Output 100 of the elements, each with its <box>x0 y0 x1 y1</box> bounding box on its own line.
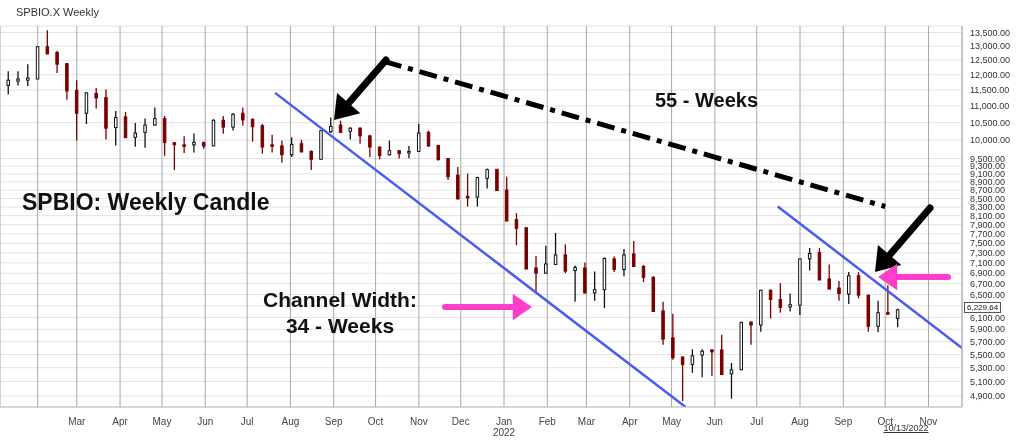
x-tick-label: Sep <box>834 416 853 427</box>
candlestick <box>553 232 558 266</box>
candlestick <box>573 264 577 303</box>
x-tick-label: Mar <box>577 416 596 427</box>
candlestick <box>886 284 890 316</box>
candlestick <box>55 50 59 74</box>
candlestick <box>729 362 734 400</box>
annotation: 55 - Weeks <box>655 88 759 113</box>
x-tick-label: May <box>662 416 682 427</box>
annotation: Channel Width: 34 - Weeks <box>262 287 418 340</box>
y-tick-label: 11,500.00 <box>970 85 1010 96</box>
annotation: SPBIO: Weekly Candle <box>22 188 270 217</box>
candlestick <box>6 70 10 96</box>
x-tick-label: Apr <box>112 416 129 427</box>
candlestick <box>622 248 626 277</box>
candlestick <box>514 212 519 246</box>
x-tick-label: Mar <box>68 416 87 427</box>
candlestick <box>260 123 265 155</box>
y-tick-label: 8,300.00 <box>970 202 1006 213</box>
x-tick-label: Jul <box>750 416 764 427</box>
x-tick-label: Nov <box>409 416 428 427</box>
candlestick <box>270 134 274 154</box>
y-tick-label: 4,900.00 <box>970 391 1006 402</box>
candlestick <box>495 168 499 192</box>
candlestick <box>788 292 792 313</box>
text: 6,229.64 <box>964 301 1002 313</box>
y-tick-label: 8,100.00 <box>970 210 1006 221</box>
candlestick <box>710 348 714 377</box>
x-tick-label: May <box>152 416 172 427</box>
x-tick-label: Aug <box>281 416 300 427</box>
candlestick <box>416 123 421 153</box>
candlestick <box>837 280 841 302</box>
y-tick-label: 6,100.00 <box>970 312 1006 323</box>
y-tick-label: 8,900.00 <box>970 177 1006 188</box>
candlestick <box>16 70 20 87</box>
y-tick-label: 9,100.00 <box>970 169 1006 180</box>
candlestick <box>153 106 157 127</box>
candlestick <box>74 79 79 142</box>
x-tick-label: Jul <box>240 416 254 427</box>
y-tick-label: 6,700.00 <box>970 278 1006 289</box>
x-tick-label: Sep <box>324 416 344 427</box>
candlestick <box>241 106 245 127</box>
y-tick-label: 10,000.00 <box>970 135 1011 146</box>
candlestick <box>631 240 636 268</box>
y-tick-label: 7,300.00 <box>970 248 1006 259</box>
y-tick-label: 5,500.00 <box>970 349 1006 360</box>
x-tick-label: Jan 2022 <box>492 416 516 438</box>
candlestick <box>807 247 812 272</box>
candlestick <box>133 122 138 148</box>
x-tick-label: Apr <box>621 416 639 427</box>
candlestick <box>94 87 98 110</box>
chart-title: SPBIO.X Weekly <box>16 6 99 18</box>
y-tick-label: 7,900.00 <box>970 219 1006 230</box>
y-tick-label: 6,500.00 <box>970 289 1006 300</box>
y-tick-label: 6,900.00 <box>970 268 1006 279</box>
candlestick <box>827 263 831 290</box>
y-tick-label: 5,900.00 <box>970 324 1006 335</box>
candlestick <box>280 139 284 164</box>
candlestick <box>485 167 489 190</box>
candlestick <box>671 313 675 361</box>
y-tick-label: 12,500.00 <box>970 55 1011 66</box>
y-tick-label: 13,500.00 <box>970 27 1011 38</box>
y-tick-label: 9,500.00 <box>970 153 1006 164</box>
candlestick <box>690 348 695 374</box>
candlestick <box>456 166 460 201</box>
y-tick-label: 5,100.00 <box>970 376 1006 387</box>
candlestick <box>407 145 411 159</box>
candlestick <box>876 300 880 333</box>
candlestick <box>172 141 177 171</box>
candlestick <box>680 355 685 402</box>
x-tick-label: Feb <box>538 416 557 427</box>
candlestick <box>446 157 450 181</box>
y-tick-label: 10,500.00 <box>970 117 1011 128</box>
candlestick <box>289 136 294 158</box>
y-tick-label: 11,000.00 <box>970 101 1010 112</box>
candlestick <box>563 243 568 274</box>
candlestick <box>778 282 783 314</box>
y-tick-label: 7,100.00 <box>970 258 1006 269</box>
x-tick-label: Jun <box>197 416 214 427</box>
y-tick-label: 7,700.00 <box>970 229 1006 240</box>
candlestick <box>534 255 538 293</box>
x-tick-label: Oct <box>367 416 384 427</box>
candlestick <box>749 320 753 346</box>
y-tick-label: 5,700.00 <box>970 336 1006 347</box>
y-tick-label: 8,700.00 <box>970 185 1006 196</box>
candlestick <box>592 270 597 302</box>
candlestick <box>192 132 196 154</box>
y-tick-label: 12,000.00 <box>970 69 1011 80</box>
candlestick <box>847 271 851 305</box>
y-tick-label: 5,300.00 <box>970 362 1006 373</box>
y-tick-label: 7,500.00 <box>970 238 1006 249</box>
y-tick-label: 13,000.00 <box>970 41 1011 52</box>
candlestick <box>700 348 704 378</box>
candlestick <box>856 271 861 300</box>
y-tick-label: 8,500.00 <box>970 193 1006 204</box>
candlestick <box>544 245 548 274</box>
x-tick-label: Dec <box>451 416 470 427</box>
candlestick <box>143 117 147 149</box>
candlestick <box>45 29 50 55</box>
candlestick <box>475 176 480 208</box>
